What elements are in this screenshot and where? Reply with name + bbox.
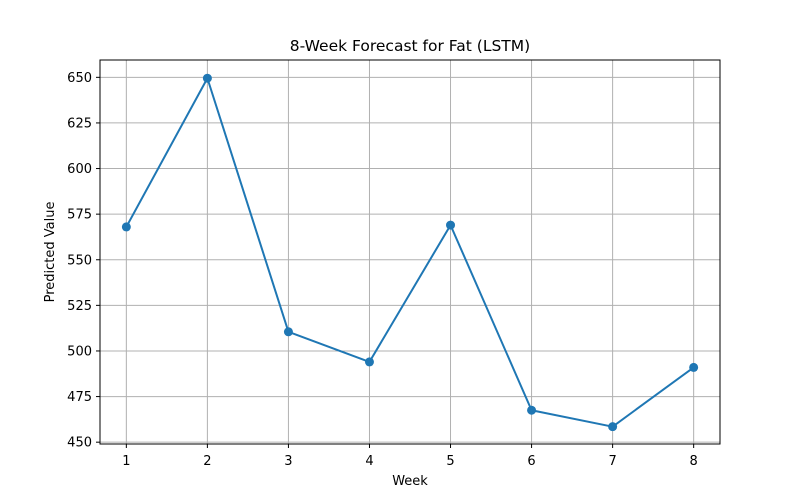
x-tick-label: 1 xyxy=(122,454,130,469)
y-tick-label: 500 xyxy=(67,344,92,359)
y-tick-label: 650 xyxy=(67,71,92,86)
x-axis-label: Week xyxy=(392,474,428,489)
chart-title: 8-Week Forecast for Fat (LSTM) xyxy=(290,37,530,55)
y-tick-label: 625 xyxy=(67,116,92,131)
x-tick-label: 8 xyxy=(690,454,698,469)
grid-layer xyxy=(100,60,720,444)
y-tick-label: 600 xyxy=(67,162,92,177)
ticks-layer: 1 2 3 4 5 6 7 8 450 475 500 525 550 575 600 625 650 xyxy=(67,71,698,469)
series-layer xyxy=(121,73,699,432)
x-tick-label: 5 xyxy=(446,454,454,469)
x-tick-label: 4 xyxy=(365,454,373,469)
x-tick-label: 6 xyxy=(527,454,535,469)
y-axis-label: Predicted Value xyxy=(43,202,58,303)
data-point xyxy=(608,422,618,432)
x-tick-label: 7 xyxy=(608,454,616,469)
y-tick-label: 475 xyxy=(67,390,92,405)
data-point xyxy=(283,327,293,337)
x-tick-label: 3 xyxy=(284,454,292,469)
data-point xyxy=(202,73,212,83)
data-point xyxy=(689,362,699,372)
series-line xyxy=(125,77,695,428)
y-tick-label: 575 xyxy=(67,208,92,223)
x-tick-label: 2 xyxy=(203,454,211,469)
y-tick-label: 450 xyxy=(67,436,92,451)
y-tick-label: 550 xyxy=(67,253,92,268)
y-tick-label: 525 xyxy=(67,299,92,314)
data-point xyxy=(527,405,537,415)
plot-frame xyxy=(99,59,721,445)
data-point xyxy=(121,222,131,232)
data-point xyxy=(364,357,374,367)
data-point xyxy=(446,220,456,230)
